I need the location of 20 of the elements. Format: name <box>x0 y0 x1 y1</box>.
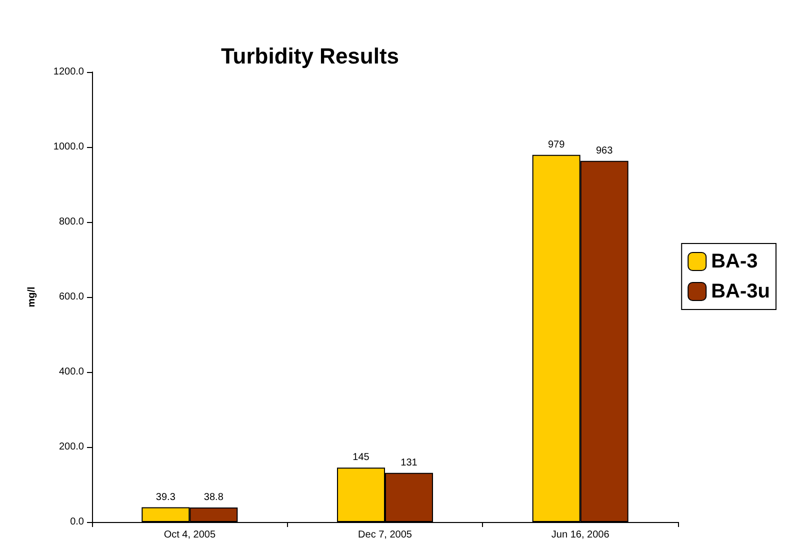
y-axis-title: mg/l <box>26 286 38 308</box>
chart-title: Turbidity Results <box>220 44 400 68</box>
y-tick-label: 200.0 <box>58 442 84 452</box>
data-label: 963 <box>596 145 614 156</box>
x-tick-label: Dec 7, 2005 <box>358 530 412 540</box>
legend-label: BA-3u <box>711 280 770 302</box>
y-tick-label: 0.0 <box>70 516 84 528</box>
legend-label: BA-3 <box>711 250 758 272</box>
y-tick-label: 800.0 <box>58 216 84 228</box>
x-tick-label: Jun 16, 2006 <box>551 530 610 540</box>
y-tick-label: 600.0 <box>58 292 84 302</box>
y-tick-label: 400.0 <box>58 366 84 378</box>
data-label: 145 <box>352 452 370 464</box>
data-label: 39.3 <box>156 492 176 503</box>
data-label: 38.8 <box>204 492 224 503</box>
y-tick-label: 1200.0 <box>53 66 84 78</box>
x-tick-label: Oct 4, 2005 <box>164 530 216 540</box>
y-tick-label: 1000.0 <box>53 142 84 152</box>
data-label: 979 <box>548 139 566 150</box>
data-label: 131 <box>400 457 418 468</box>
